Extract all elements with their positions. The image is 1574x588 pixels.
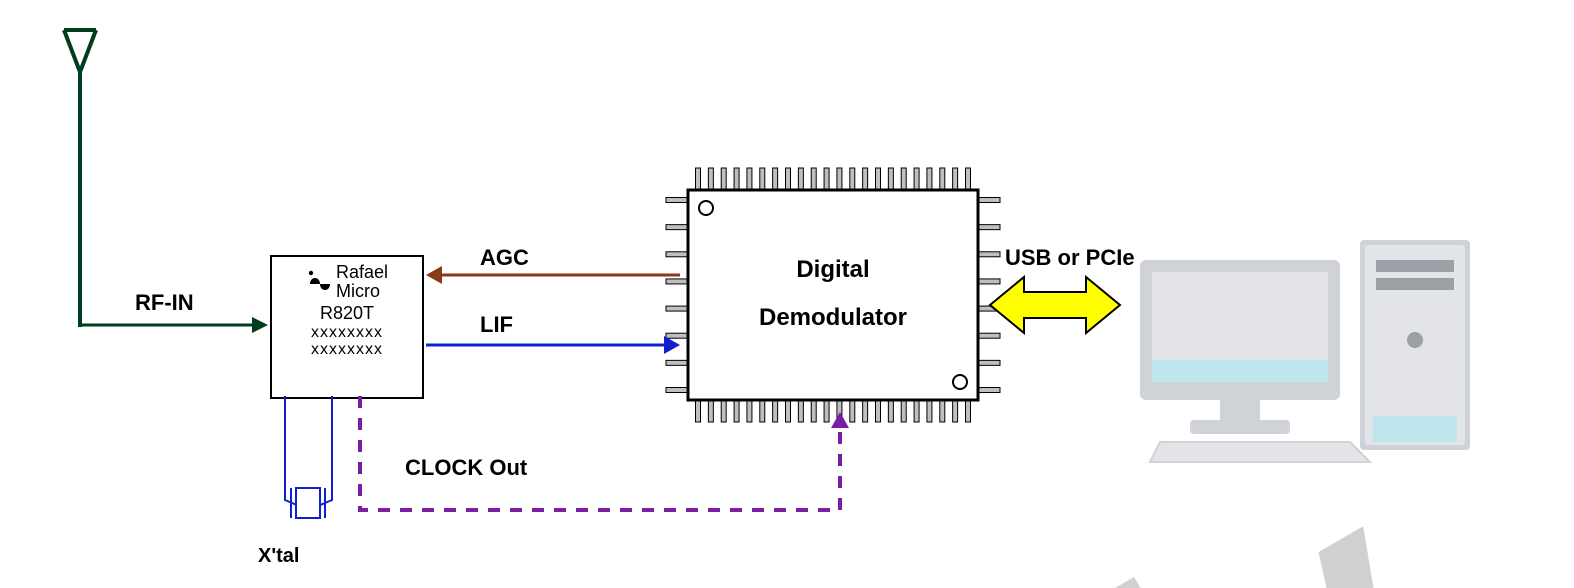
crystal (0, 0, 1574, 588)
label-clock: CLOCK Out (405, 455, 527, 481)
label-usb: USB or PCIe (1005, 245, 1135, 271)
label-xtal: X'tal (258, 545, 299, 568)
label-agc: AGC (480, 245, 529, 271)
label-rf-in: RF-IN (135, 290, 194, 316)
label-lif: LIF (480, 312, 513, 338)
